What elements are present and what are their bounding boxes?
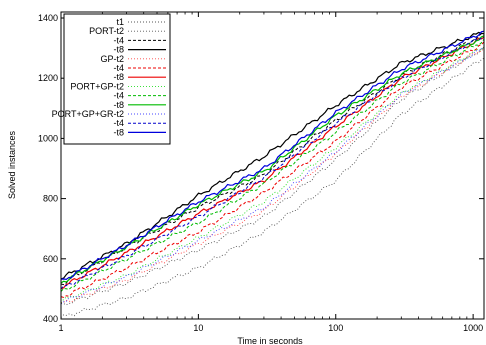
legend-label: -t4: [113, 118, 124, 128]
plot-lines: [61, 30, 484, 318]
legend-label: PORT-t2: [89, 26, 124, 36]
series-line: [61, 30, 484, 281]
series-line: [61, 46, 484, 303]
y-tick-label: 1000: [38, 133, 58, 143]
series-line: [61, 37, 484, 290]
legend-label: -t8: [113, 45, 124, 55]
y-tick-label: 1400: [38, 13, 58, 23]
x-axis-label: Time in seconds: [237, 336, 303, 345]
legend-label: -t8: [113, 127, 124, 137]
legend-label: -t4: [113, 63, 124, 73]
y-tick-label: 600: [43, 254, 58, 264]
x-tick-label: 1: [58, 323, 63, 333]
series-line: [61, 41, 484, 298]
x-tick-label: 1000: [463, 323, 483, 333]
legend-label: -t4: [113, 91, 124, 101]
legend-label: PORT+GP-t2: [70, 81, 124, 91]
series-line: [61, 47, 484, 306]
series-line: [61, 57, 484, 318]
axis-ticks: 1 10 100 1000 400 600 800 1000 1200 1400: [38, 12, 484, 333]
legend-label: -t4: [113, 35, 124, 45]
legend-label: t1: [116, 17, 124, 27]
legend-label: PORT+GP+GR-t2: [52, 109, 124, 119]
series-line: [61, 36, 484, 290]
legend-label: -t8: [113, 100, 124, 110]
legend: t1PORT-t2-t4-t8GP-t2-t4-t8PORT+GP-t2-t4-…: [52, 13, 171, 145]
legend-label: -t8: [113, 72, 124, 82]
series-line: [61, 48, 484, 305]
legend-label: GP-t2: [100, 54, 124, 64]
y-axis-label: Solved instances: [7, 130, 17, 199]
y-tick-label: 1200: [38, 73, 58, 83]
legend-box: [63, 13, 171, 145]
x-tick-label: 10: [193, 323, 203, 333]
plot-frame: [60, 11, 485, 320]
y-tick-label: 400: [43, 314, 58, 324]
x-tick-label: 100: [328, 323, 343, 333]
series-line: [61, 38, 484, 292]
y-tick-label: 800: [43, 194, 58, 204]
